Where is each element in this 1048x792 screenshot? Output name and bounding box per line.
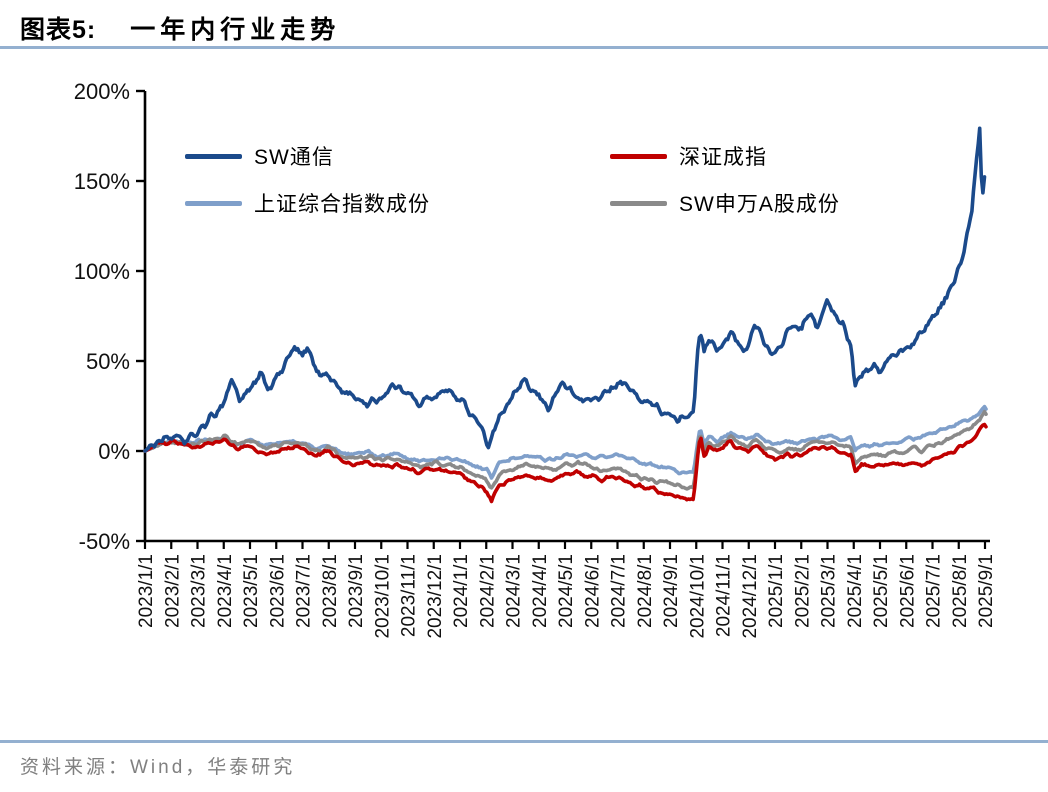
legend-item-sw-telecom: SW通信 xyxy=(185,141,334,171)
y-axis-tick-label: 100% xyxy=(74,259,130,284)
x-axis-tick-label: 2024/10/1 xyxy=(687,554,708,639)
x-axis-tick-label: 2023/1/1 xyxy=(136,554,157,628)
y-axis-tick-label: 200% xyxy=(74,79,130,104)
x-axis-tick-label: 2024/5/1 xyxy=(556,554,577,628)
x-axis-tick-label: 2023/9/1 xyxy=(346,554,367,628)
legend-label-sw-a-share: SW申万A股成份 xyxy=(679,193,840,216)
x-axis-tick-label: 2024/2/1 xyxy=(477,554,498,628)
x-axis-tick-label: 2024/7/1 xyxy=(609,554,630,628)
x-axis-tick-label: 2023/7/1 xyxy=(294,554,315,628)
figure-title-block: 图表5: 一年内行业走势 xyxy=(20,10,340,46)
series-line-3 xyxy=(143,409,988,491)
legend-item-sse-composite: 上证综合指数成份 xyxy=(185,188,430,218)
x-axis-tick-label: 2024/12/1 xyxy=(740,554,761,639)
x-axis-tick-label: 2024/11/1 xyxy=(714,554,735,637)
x-axis-tick-label: 2023/5/1 xyxy=(241,554,262,628)
legend-label-sw-telecom: SW通信 xyxy=(254,146,334,169)
legend-line-swatch-sw-telecom xyxy=(185,153,242,159)
x-axis-tick-label: 2025/2/1 xyxy=(792,554,813,628)
x-axis-tick-label: 2025/8/1 xyxy=(950,554,971,628)
legend-line-swatch-sse-composite xyxy=(185,200,242,206)
x-axis-tick-label: 2023/8/1 xyxy=(320,554,341,628)
figure-title: 一年内行业走势 xyxy=(130,16,341,44)
figure-number-label: 图表5: xyxy=(20,16,97,44)
y-axis-tick-label: 0% xyxy=(98,439,130,464)
x-axis-tick-label: 2023/10/1 xyxy=(372,554,393,639)
legend-item-sw-a-share: SW申万A股成份 xyxy=(610,188,840,218)
x-axis-tick-label: 2023/3/1 xyxy=(189,554,210,628)
x-axis-tick-label: 2025/7/1 xyxy=(924,554,945,628)
x-axis-tick-label: 2025/4/1 xyxy=(845,554,866,628)
legend-label-szse-component: 深证成指 xyxy=(679,146,767,169)
x-axis-tick-label: 2023/6/1 xyxy=(267,554,288,628)
legend-line-swatch-szse-component xyxy=(610,153,667,159)
y-axis-tick-label: -50% xyxy=(79,529,130,554)
data-source-note: 资料来源：Wind，华泰研究 xyxy=(20,757,296,778)
legend-label-sse-composite: 上证综合指数成份 xyxy=(254,193,430,216)
bottom-divider-rule xyxy=(0,740,1048,743)
x-axis-tick-label: 2023/11/1 xyxy=(399,554,420,637)
y-axis-tick-label: 150% xyxy=(74,169,130,194)
x-axis-tick-label: 2024/3/1 xyxy=(504,554,525,628)
x-axis-tick-label: 2023/2/1 xyxy=(162,554,183,628)
top-divider-rule xyxy=(0,46,1048,49)
x-axis-tick-label: 2023/12/1 xyxy=(425,554,446,639)
legend-line-swatch-sw-a-share xyxy=(610,200,667,206)
series-line-0 xyxy=(143,126,987,453)
x-axis-tick-label: 2024/4/1 xyxy=(530,554,551,628)
x-axis-tick-label: 2025/3/1 xyxy=(819,554,840,628)
legend-item-szse-component: 深证成指 xyxy=(610,141,767,171)
x-axis-tick-label: 2025/9/1 xyxy=(976,554,997,628)
x-axis-tick-label: 2025/6/1 xyxy=(897,554,918,628)
x-axis-tick-label: 2024/8/1 xyxy=(635,554,656,628)
x-axis-tick-label: 2024/6/1 xyxy=(582,554,603,628)
x-axis-tick-label: 2024/1/1 xyxy=(451,554,472,628)
series-line-1 xyxy=(143,422,988,504)
x-axis-tick-label: 2025/5/1 xyxy=(871,554,892,628)
x-axis-tick-label: 2023/4/1 xyxy=(215,554,236,628)
y-axis-tick-label: 50% xyxy=(86,349,130,374)
x-axis-tick-label: 2025/1/1 xyxy=(766,554,787,628)
x-axis-tick-label: 2024/9/1 xyxy=(661,554,682,628)
